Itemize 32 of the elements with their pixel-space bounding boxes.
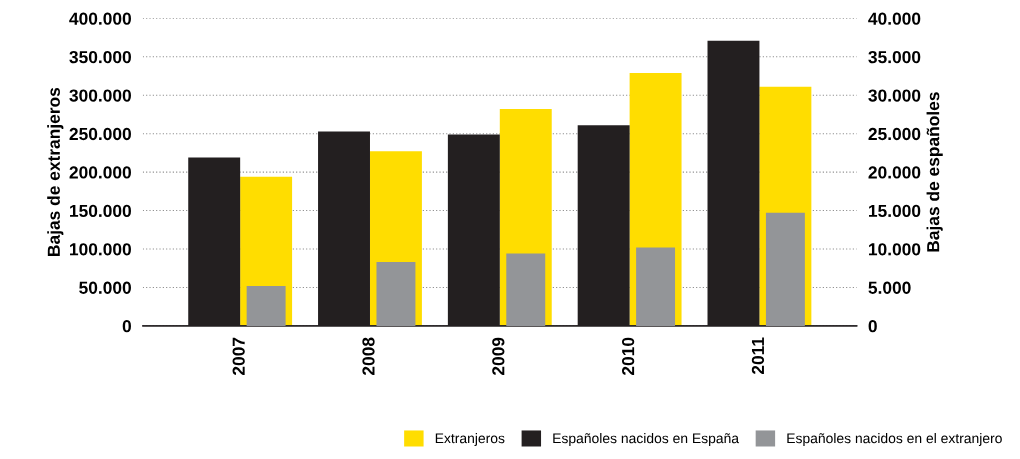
y2-tick-label: 10.000 (869, 243, 921, 256)
x-tick-label: 2009 (492, 337, 505, 376)
y2-tick-label: 0 (868, 320, 877, 333)
y-tick-label: 400.000 (69, 12, 131, 25)
y2-tick-label: 35.000 (868, 50, 921, 64)
y-tick-label: 200.000 (69, 166, 131, 179)
bar (246, 285, 286, 326)
y-tick-label: 0 (122, 320, 131, 333)
x-tick-label: 2008 (362, 337, 375, 376)
x-tick-label: 2010 (621, 337, 635, 376)
legend-label: Extranjeros (435, 433, 505, 446)
bar (506, 253, 546, 326)
x-tick-label: 2011 (751, 337, 765, 375)
y-tick-label: 150.000 (70, 204, 131, 218)
bar (765, 212, 805, 326)
y2-tick-label: 30.000 (868, 89, 921, 102)
y-tick-label: 300.000 (69, 89, 131, 102)
x-tick-label: 2007 (232, 337, 245, 376)
y-tick-label: 350.000 (69, 50, 131, 64)
legend-label: Españoles nacidos en el extranjero (787, 433, 1002, 446)
y-axis-title: Bajas de extranjeros (47, 87, 64, 256)
y2-tick-label: 5.000 (868, 281, 911, 294)
y-tick-label: 100.000 (70, 243, 131, 256)
y2-tick-label: 25.000 (868, 127, 921, 141)
legend-label: Españoles nacidos en España (553, 433, 740, 446)
y2-axis-title: Bajas de españoles (926, 92, 943, 252)
y2-tick-label: 40.000 (868, 12, 921, 25)
y-tick-label: 50.000 (79, 281, 131, 294)
bar (636, 247, 676, 326)
y2-tick-label: 20.000 (868, 166, 921, 179)
y2-tick-label: 15.000 (869, 204, 921, 218)
y-tick-label: 250.000 (69, 127, 131, 141)
